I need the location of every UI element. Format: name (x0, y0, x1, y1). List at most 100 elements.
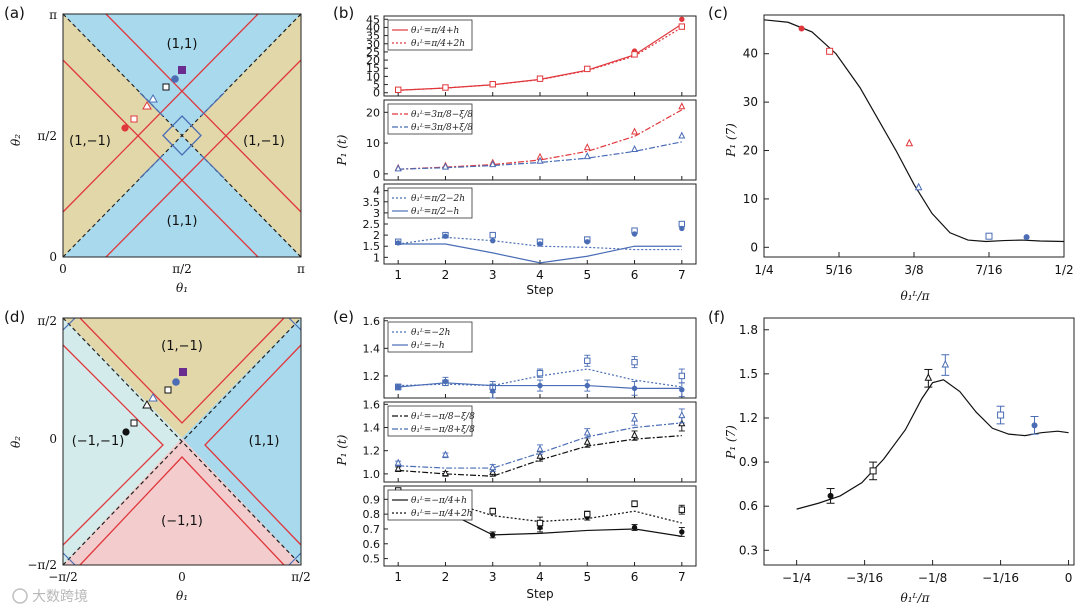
y-tick-label: 0.9 (739, 455, 758, 469)
data-point (583, 437, 591, 445)
y-tick-label: 40 (366, 21, 380, 34)
y-tick-label: 0.7 (363, 523, 381, 536)
panel-b-chart: 051015202530354045θ₁ᴸ=π/4+hθ₁ᴸ=π/4+2h010… (363, 13, 697, 282)
x-tick-label: 3 (489, 268, 497, 282)
marker-black-filled-circle (122, 428, 130, 436)
region-tan-top (63, 318, 301, 438)
region-label: (1,1) (167, 37, 198, 52)
data-point (827, 492, 834, 499)
panel-d-phase-diagram: (1,−1) (−1,−1) (1,1) (−1,1) −π/2 0 π/2 −… (9, 314, 311, 603)
boundary-blue (139, 92, 164, 117)
boundary-blue-diamond (162, 115, 202, 156)
y-tick-label: 1.2 (363, 370, 381, 383)
data-point (631, 358, 638, 366)
region-label: (1,−1) (243, 134, 285, 149)
x-tick-label: 3 (489, 570, 497, 584)
legend-box (387, 187, 473, 219)
marker-blue-filled-circle (171, 75, 179, 83)
data-point (631, 127, 639, 135)
boundary-red (62, 59, 259, 258)
region-label: (1,−1) (161, 339, 203, 354)
x-axis-label: θ₁ (176, 589, 188, 603)
data-point (679, 387, 685, 393)
y-tick-label: 0.6 (363, 538, 381, 551)
data-point (631, 51, 638, 58)
region-label: (1,1) (249, 434, 280, 449)
panel-label-c: (c) (708, 4, 728, 22)
x-tick-label: 0 (1065, 571, 1073, 585)
y-tick-label: 1.4 (363, 422, 381, 435)
data-point (441, 162, 449, 170)
x-tick-label: 2 (442, 570, 450, 584)
panel-label-d: (d) (4, 308, 25, 326)
data-point (679, 16, 685, 22)
boundary-blue (139, 154, 164, 179)
y-tick-label: 0 (750, 240, 758, 254)
data-point (678, 102, 686, 110)
region-pink-bottom (63, 438, 301, 565)
legend-label: θ₁ᴸ=−π/4+h (411, 496, 467, 506)
data-point (394, 164, 402, 172)
y-tick-label: 45 (366, 13, 380, 26)
boundary-blue (200, 154, 225, 179)
y-axis-label: θ₂ (9, 134, 23, 146)
legend-box (387, 19, 473, 51)
x-tick-label: 3/8 (904, 263, 923, 277)
y-tick-label: 0.3 (739, 543, 758, 557)
x-tick-label: −1/16 (982, 571, 1019, 585)
y-tick-label: 15 (366, 62, 380, 75)
y-tick-label: 0 (373, 168, 380, 181)
data-point (442, 84, 449, 91)
y-tick-label: 25 (366, 46, 380, 59)
x-tick-label: 4 (536, 268, 544, 282)
data-point (490, 237, 496, 244)
data-point (536, 156, 544, 164)
legend-label: θ₁ᴸ=−2h (411, 328, 450, 338)
marker-purple-filled-square (178, 66, 186, 74)
y-tick-label: 1 (373, 251, 380, 264)
y-axis-label: θ₂ (9, 436, 23, 448)
data-point (631, 145, 639, 153)
marker-red-open-triangle (142, 100, 152, 110)
y-axis-label: P₁ (7) (724, 123, 738, 158)
data-point (583, 143, 591, 151)
panel-label-b: (b) (333, 4, 354, 22)
region-label: (1,1) (167, 214, 198, 229)
data-point (1023, 234, 1030, 241)
data-point (536, 75, 544, 82)
marker-black-open-triangle (142, 399, 152, 409)
watermark-logo-icon (12, 588, 28, 604)
data-point (584, 239, 590, 245)
series-line (398, 243, 682, 264)
legend-label: θ₁ᴸ=π/4+h (411, 26, 459, 36)
data-point (631, 524, 638, 531)
y-tick-label: 1.8 (739, 323, 758, 337)
x-tick-label: 2 (442, 268, 450, 282)
x-tick-label: −1/4 (782, 571, 811, 585)
y-axis-label: P₁ (t) (335, 134, 349, 166)
y-tick-label: 1.2 (363, 445, 381, 458)
data-point (442, 378, 449, 385)
y-tick-label: 35 (366, 30, 380, 43)
fit-curve (763, 19, 1065, 243)
boundary-dashed (62, 317, 302, 566)
panel-label-a: (a) (4, 4, 25, 22)
marker-purple-filled-square (179, 368, 187, 376)
x-tick-label: 7 (678, 268, 686, 282)
data-point (678, 372, 686, 380)
y-axis-label: P₁ (t) (335, 434, 349, 466)
x-tick-label: −3/16 (846, 571, 883, 585)
marker-blue-open-triangle (148, 392, 158, 402)
y-tick-label: 1.5 (739, 367, 758, 381)
y-tick-label: 1.6 (363, 398, 381, 411)
data-point (394, 458, 402, 466)
data-point (631, 414, 639, 422)
boundary-blue-corner (288, 552, 302, 566)
legend-label: θ₁ᴸ=−π/8−ξ/8 (411, 412, 475, 422)
y-tick-label: 10 (366, 137, 380, 150)
x-tick-label: 5 (583, 268, 591, 282)
region-label: (−1,1) (161, 514, 203, 529)
x-tick-label: −1/8 (918, 571, 947, 585)
y-tick-label: 20 (366, 106, 380, 119)
data-point (395, 384, 401, 390)
